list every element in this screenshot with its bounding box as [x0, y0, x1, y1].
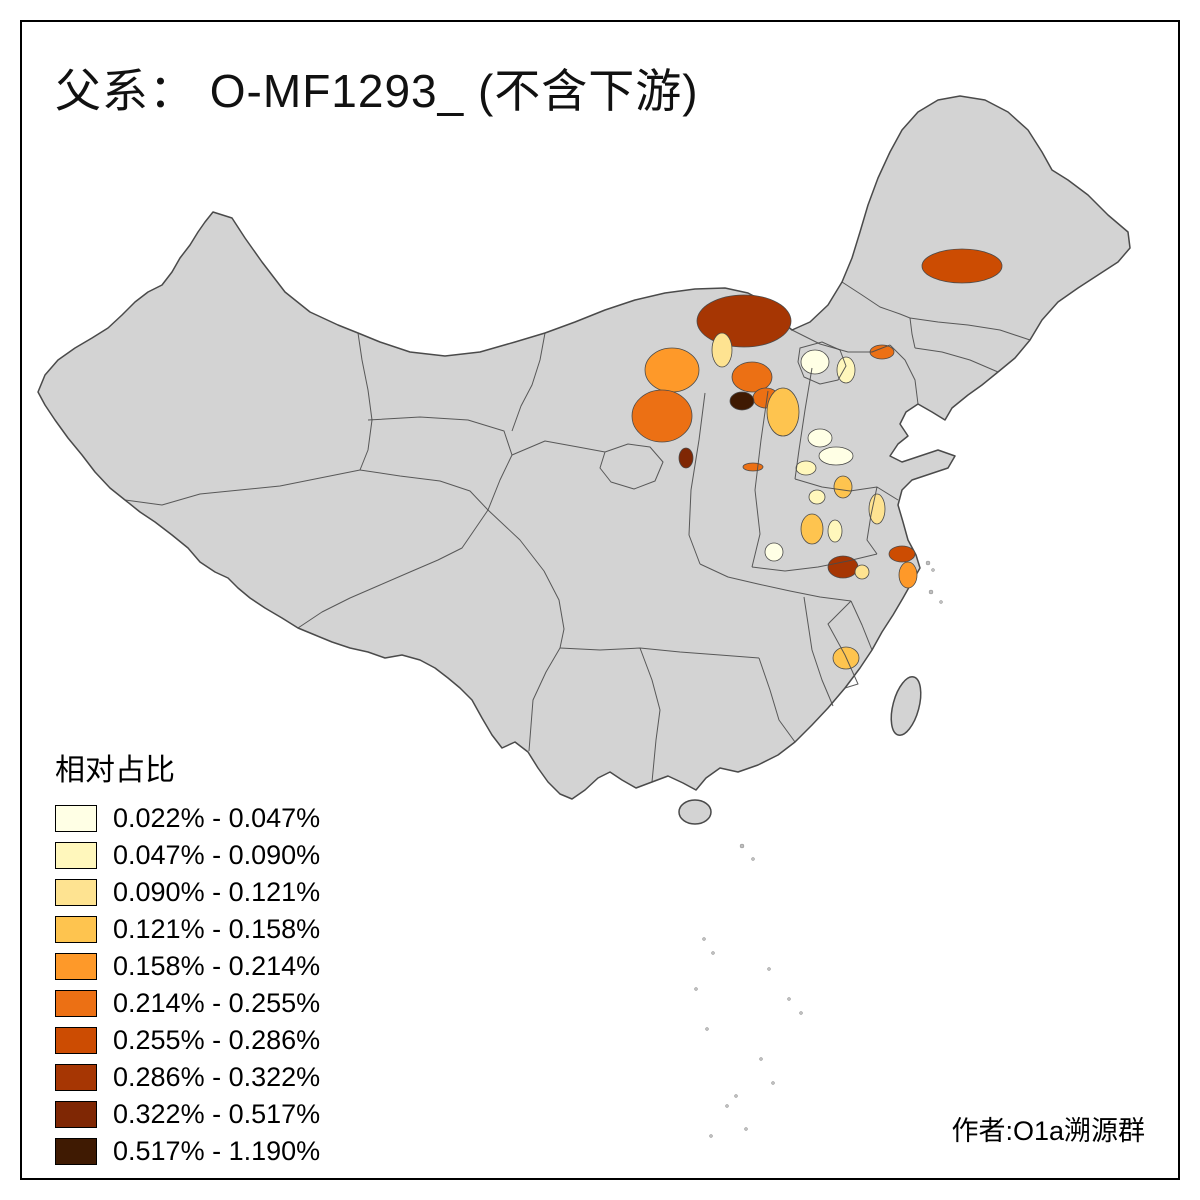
highlighted-region [678, 447, 694, 469]
legend-item: 0.121% - 0.158% [55, 914, 320, 945]
highlighted-region [869, 344, 895, 360]
highlighted-region [921, 248, 1003, 284]
legend-swatch [55, 1027, 97, 1054]
hainan-island [678, 799, 712, 825]
highlighted-region [888, 545, 916, 563]
legend-items: 0.022% - 0.047% 0.047% - 0.090% 0.090% - 0… [55, 803, 320, 1167]
legend-label: 0.214% - 0.255% [113, 988, 321, 1018]
highlighted-region [836, 356, 856, 384]
legend-item: 0.158% - 0.214% [55, 951, 320, 982]
highlighted-region [731, 361, 773, 393]
taiwan-island [890, 676, 922, 736]
legend-swatch [55, 842, 97, 869]
highlighted-region [644, 347, 700, 393]
legend-item: 0.022% - 0.047% [55, 803, 320, 834]
legend-swatch [55, 990, 97, 1017]
highlights-layer [631, 248, 1003, 670]
highlighted-region [742, 462, 764, 472]
legend-item: 0.517% - 1.190% [55, 1136, 320, 1167]
legend-label: 0.090% - 0.121% [113, 877, 321, 907]
highlighted-region [833, 475, 853, 499]
legend-label: 0.158% - 0.214% [113, 951, 321, 981]
legend-label: 0.517% - 1.190% [113, 1136, 321, 1166]
country-outline [37, 95, 1131, 800]
highlighted-region [898, 561, 918, 589]
legend-swatch [55, 1101, 97, 1128]
legend-swatch [55, 953, 97, 980]
highlighted-region [800, 513, 824, 545]
legend-item: 0.255% - 0.286% [55, 1025, 320, 1056]
legend-item: 0.090% - 0.121% [55, 877, 320, 908]
highlighted-region [800, 349, 830, 375]
highlighted-region [808, 489, 826, 505]
highlighted-region [631, 389, 693, 443]
legend-label: 0.286% - 0.322% [113, 1062, 321, 1092]
sea-islands [694, 560, 943, 1138]
highlighted-region [827, 519, 843, 543]
legend-label: 0.047% - 0.090% [113, 840, 321, 870]
legend-label: 0.322% - 0.517% [113, 1099, 321, 1129]
highlighted-region [696, 294, 792, 348]
legend-item: 0.322% - 0.517% [55, 1099, 320, 1130]
legend-item: 0.214% - 0.255% [55, 988, 320, 1019]
highlighted-region [795, 460, 817, 476]
legend-swatch [55, 916, 97, 943]
highlighted-region [868, 493, 886, 525]
page-title: 父系： O-MF1293_ (不含下游) [55, 65, 699, 117]
legend-item: 0.286% - 0.322% [55, 1062, 320, 1093]
highlighted-region [807, 428, 833, 448]
highlighted-region [854, 564, 870, 580]
legend-swatch [55, 1064, 97, 1091]
legend-swatch [55, 879, 97, 906]
legend-label: 0.022% - 0.047% [113, 803, 321, 833]
highlighted-region [764, 542, 784, 562]
legend-swatch [55, 1138, 97, 1165]
province-borders [124, 281, 1031, 783]
highlighted-region [766, 387, 800, 437]
legend-label: 0.255% - 0.286% [113, 1025, 321, 1055]
legend-title: 相对占比 [55, 754, 175, 787]
legend-swatch [55, 805, 97, 832]
legend-item: 0.047% - 0.090% [55, 840, 320, 871]
legend-label: 0.121% - 0.158% [113, 914, 321, 944]
plot-border [20, 20, 1180, 1180]
highlighted-region [711, 332, 733, 368]
legend: 相对占比 0.022% - 0.047% 0.047% - 0.090% 0.090… [55, 745, 320, 1173]
highlighted-region [818, 446, 854, 466]
highlighted-region [729, 391, 755, 411]
credit-text: 作者:O1a溯源群 [951, 1116, 1145, 1146]
